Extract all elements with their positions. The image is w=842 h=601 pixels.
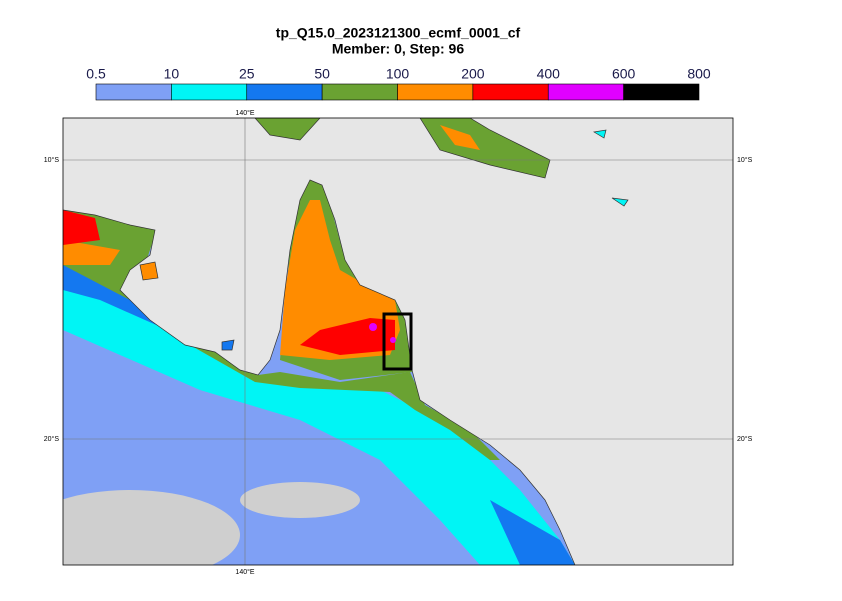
- field: [63, 210, 100, 245]
- colorbar-label: 200: [461, 66, 485, 82]
- colorbar-label: 10: [164, 66, 180, 82]
- colorbar-segment: [547, 83, 624, 101]
- highlight-box: [382, 312, 413, 371]
- lon-label: 140°E: [235, 109, 254, 117]
- colorbar-segment: [623, 83, 700, 101]
- map-area: [63, 118, 733, 565]
- island: [593, 129, 607, 139]
- field: [390, 337, 396, 343]
- island: [139, 261, 159, 281]
- field: [490, 500, 575, 565]
- colorbar: 0.5 10 25 50 100 200 400 600 800: [86, 66, 711, 101]
- colorbar-label: 800: [687, 66, 711, 82]
- colorbar-label: 400: [537, 66, 561, 82]
- colorbar-label: 50: [314, 66, 330, 82]
- field: [63, 490, 240, 565]
- field: [63, 200, 500, 460]
- lat-label: 20°S: [737, 435, 753, 443]
- colorbar-label: 0.5: [86, 66, 106, 82]
- colorbar-segment: [472, 83, 549, 101]
- lat-label: 10°S: [737, 156, 753, 164]
- colorbar-segment: [95, 83, 172, 101]
- colorbar-label: 100: [386, 66, 410, 82]
- field: [369, 323, 377, 331]
- colorbar-label: 600: [612, 66, 636, 82]
- island: [254, 118, 321, 141]
- field: [440, 125, 480, 150]
- island: [221, 339, 235, 351]
- field: [63, 240, 120, 265]
- colorbar-segment: [171, 83, 248, 101]
- lon-label: 140°E: [235, 568, 254, 576]
- island: [611, 197, 629, 207]
- lat-label: 20°S: [44, 435, 60, 443]
- colorbar-segment: [397, 83, 474, 101]
- colorbar-segment: [246, 83, 323, 101]
- map-frame: [62, 117, 734, 566]
- colorbar-segment: [321, 83, 398, 101]
- subtitle: Member: 0, Step: 96: [332, 41, 464, 57]
- coastline: [63, 179, 576, 565]
- field: [240, 482, 360, 518]
- lat-label: 10°S: [44, 156, 60, 164]
- title: tp_Q15.0_2023121300_ecmf_0001_cf: [276, 25, 521, 41]
- colorbar-label: 25: [239, 66, 255, 82]
